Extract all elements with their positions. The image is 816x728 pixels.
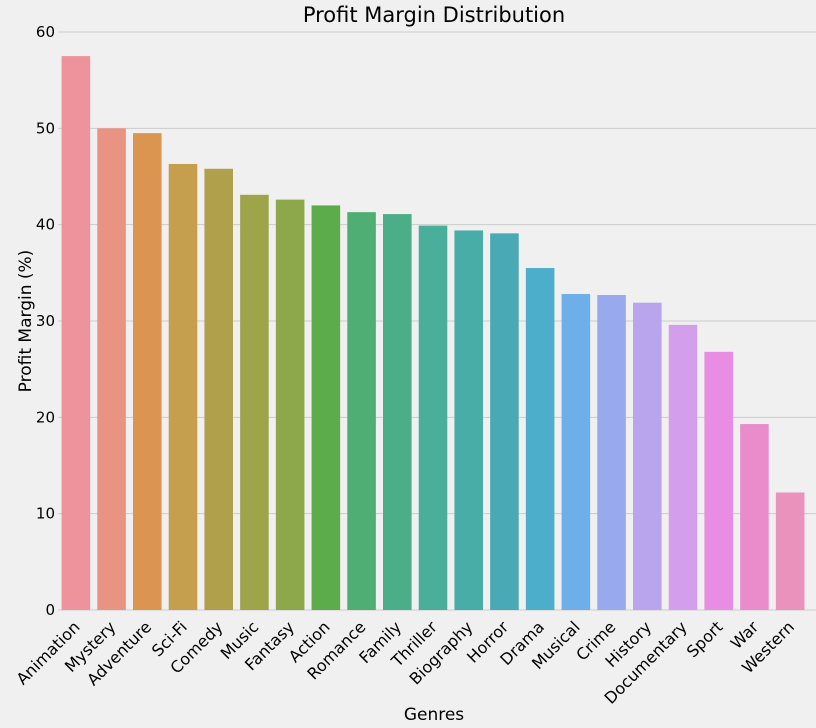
y-tick-labels: 0 10 20 30 40 50 60 <box>36 23 55 619</box>
bars <box>61 56 805 611</box>
x-tick-labels: AnimationMysteryAdventureSci-FiComedyMus… <box>13 617 798 708</box>
bar <box>275 199 305 610</box>
bar <box>454 230 483 611</box>
bar <box>97 128 126 611</box>
y-tick-label: 60 <box>36 23 55 41</box>
bar <box>133 133 162 610</box>
bar <box>383 214 412 610</box>
bar <box>775 492 805 610</box>
y-axis-label: Profit Margin (%) <box>16 250 36 393</box>
bar <box>490 233 519 610</box>
bar <box>633 302 662 610</box>
bar <box>347 212 376 611</box>
bar <box>597 294 626 610</box>
x-tick-label: Sport <box>683 617 727 661</box>
y-tick-label: 20 <box>36 408 55 426</box>
bar <box>525 268 555 610</box>
bar <box>240 194 269 610</box>
bar <box>61 56 91 611</box>
y-tick-label: 40 <box>36 216 55 234</box>
bar <box>418 225 448 610</box>
bar <box>740 424 769 610</box>
bar <box>704 351 733 610</box>
chart-title: Profit Margin Distribution <box>303 3 565 27</box>
bar <box>204 168 233 610</box>
y-tick-label: 10 <box>36 505 55 523</box>
y-tick-label: 30 <box>36 312 55 330</box>
bar <box>561 294 591 610</box>
y-tick-label: 0 <box>45 601 55 619</box>
x-axis-label: Genres <box>404 705 464 725</box>
bar <box>168 163 198 610</box>
bar <box>668 324 698 610</box>
bar <box>311 205 341 610</box>
y-tick-label: 50 <box>36 119 55 137</box>
